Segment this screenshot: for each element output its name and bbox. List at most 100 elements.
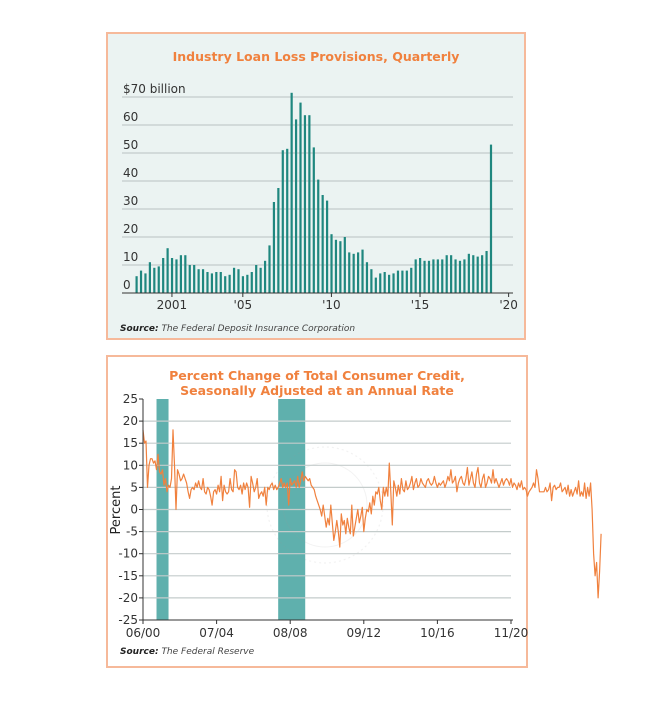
bar: [370, 269, 373, 293]
x-tick-label: '20: [499, 298, 518, 312]
y-tick-label: -10: [118, 547, 138, 561]
bar: [255, 265, 258, 293]
bar: [197, 269, 200, 293]
bar: [139, 270, 143, 293]
x-tick-label: 06/00: [126, 626, 161, 640]
y-tick-label: 15: [123, 436, 138, 450]
x-tick-label: '10: [322, 298, 341, 312]
bar: [201, 269, 205, 293]
bar: [166, 248, 169, 293]
bar: [352, 253, 355, 293]
source-text: The Federal Reserve: [161, 647, 255, 657]
bar: [162, 258, 165, 293]
bar: [228, 274, 231, 293]
bar: [317, 179, 320, 293]
bar: [157, 266, 160, 293]
bar: [188, 265, 191, 293]
bar: [361, 249, 364, 293]
bar: [290, 92, 293, 293]
x-tick-label: '05: [234, 298, 253, 312]
chart-title: Industry Loan Loss Provisions, Quarterly: [172, 49, 460, 64]
bar: [401, 270, 404, 293]
source-text: The Federal Deposit Insurance Corporatio…: [161, 324, 356, 334]
bar: [472, 255, 475, 293]
y-tick-label: -5: [126, 525, 138, 539]
bar: [454, 259, 457, 293]
bar: [432, 259, 435, 293]
seal-inner-ring: [282, 462, 368, 548]
bar: [277, 188, 280, 293]
y-tick-label: 50: [123, 138, 138, 152]
bar: [467, 253, 470, 293]
bar: [476, 256, 479, 293]
bar: [263, 260, 267, 293]
bar: [148, 262, 151, 293]
bar: [170, 258, 174, 293]
y-tick-label: 25: [123, 392, 138, 406]
bar: [153, 267, 156, 293]
y-tick-label: 0: [123, 278, 131, 292]
x-tick-label: 2001: [157, 298, 188, 312]
chart-source: Source: The Federal Deposit Insurance Co…: [120, 324, 355, 334]
bar: [312, 147, 315, 293]
y-tick-label: 20: [123, 222, 138, 236]
x-tick-label: 11/20: [494, 626, 529, 640]
bar: [458, 260, 462, 293]
y-tick-label: -15: [118, 569, 138, 583]
consumer-credit-card: Percent Change of Total Consumer Credit,…: [106, 355, 528, 668]
y-tick-label: -20: [118, 591, 138, 605]
x-tick-label: 10/16: [420, 626, 455, 640]
bar: [441, 259, 444, 293]
bar: [281, 150, 284, 293]
bar: [210, 273, 214, 293]
bar: [334, 239, 338, 293]
bar: [325, 200, 329, 293]
bar: [259, 267, 262, 293]
source-label: Source:: [120, 324, 159, 334]
chart-title-line-1: Percent Change of Total Consumer Credit,: [169, 368, 465, 383]
bar: [272, 202, 276, 293]
bar: [445, 255, 448, 293]
y-tick-label: $70 billion: [123, 82, 186, 96]
y-tick-label: 40: [123, 166, 138, 180]
bar: [321, 195, 324, 293]
bar: [303, 115, 307, 293]
bar: [348, 252, 351, 293]
bar: [219, 272, 222, 293]
bar: [423, 260, 426, 293]
bar: [481, 255, 484, 293]
y-tick-label: -25: [118, 613, 138, 627]
bar: [410, 267, 413, 293]
y-tick-label: 0: [130, 503, 138, 517]
bar: [436, 259, 439, 293]
bar: [144, 273, 147, 293]
bar: [427, 260, 431, 293]
bar: [365, 262, 369, 293]
bar: [224, 276, 227, 293]
y-tick-label: 10: [123, 250, 138, 264]
x-tick-label: 09/12: [347, 626, 382, 640]
bar: [396, 270, 400, 293]
bar: [414, 259, 417, 293]
x-tick-label: '15: [411, 298, 430, 312]
seal-outer-ring: [266, 446, 384, 564]
bar: [405, 270, 408, 293]
bar: [379, 273, 382, 293]
bar: [374, 277, 377, 293]
bar: [419, 258, 422, 293]
bar: [135, 276, 138, 293]
bar: [250, 272, 253, 293]
y-tick-label: 10: [123, 458, 138, 472]
y-tick-label: 30: [123, 194, 138, 208]
bar: [294, 119, 298, 294]
y-axis-title: Percent: [109, 486, 124, 535]
bar: [383, 272, 386, 293]
bar: [299, 102, 302, 293]
bar: [184, 255, 187, 293]
bar: [232, 267, 236, 293]
bar: [206, 272, 209, 293]
y-tick-label: 5: [130, 480, 138, 494]
bar: [489, 144, 493, 293]
bar: [388, 274, 391, 293]
bar: [463, 259, 466, 293]
